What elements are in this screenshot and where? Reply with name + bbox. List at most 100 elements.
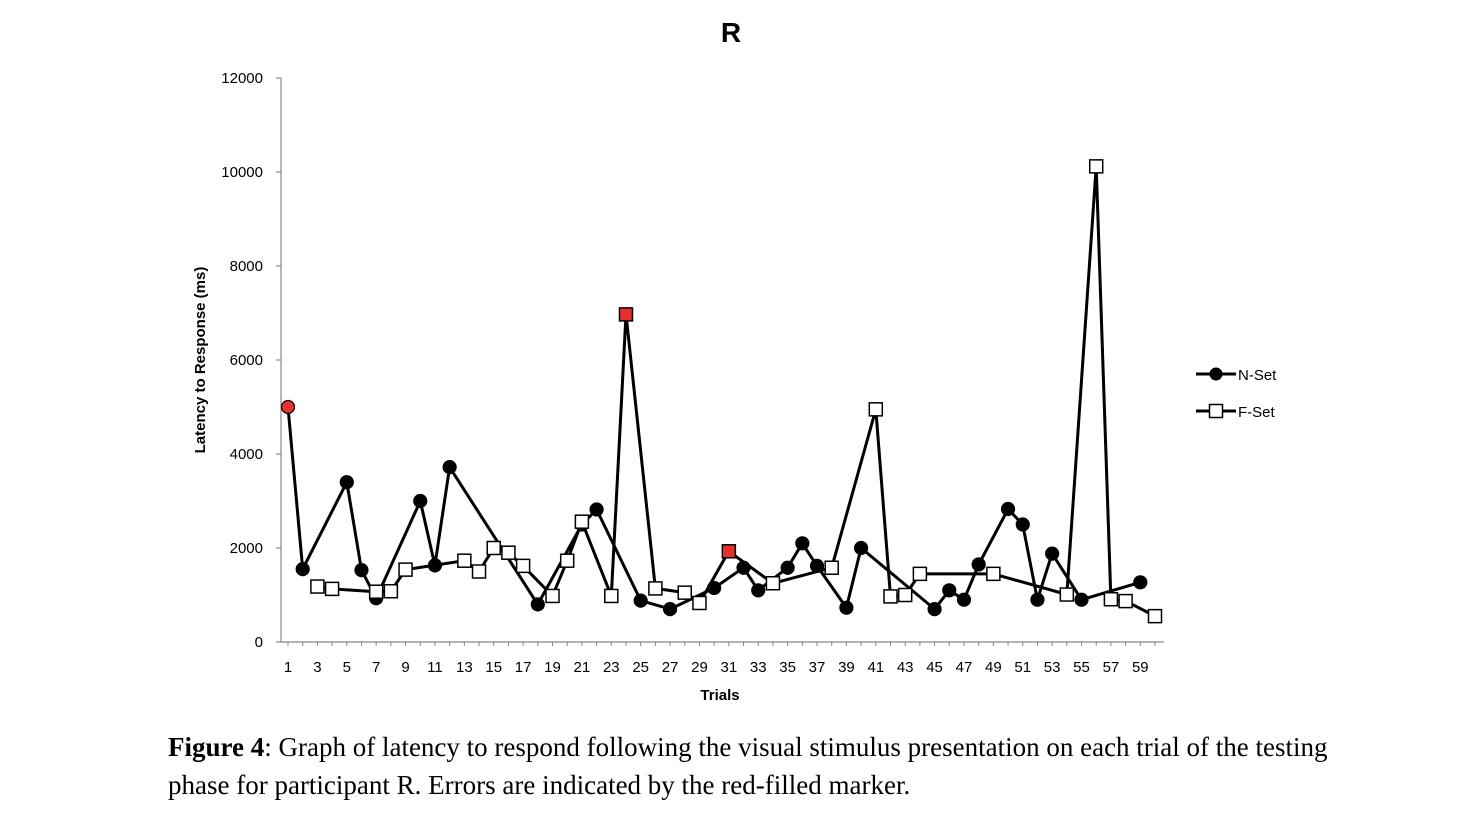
x-tick-label: 59 <box>1132 659 1149 676</box>
data-point <box>457 553 472 568</box>
y-tick-label: 2000 <box>230 540 263 557</box>
x-tick-label: 15 <box>485 659 502 676</box>
legend-item-f-set: F-Set <box>1196 403 1276 421</box>
data-point <box>780 560 795 575</box>
data-point <box>1074 592 1089 607</box>
data-point <box>383 583 399 599</box>
x-tick-label: 19 <box>544 659 561 676</box>
data-point <box>413 493 428 509</box>
x-tick-label: 7 <box>372 659 380 676</box>
data-point <box>1118 593 1133 609</box>
legend-marker <box>1209 367 1223 381</box>
legend: N-Set F-Set <box>1196 367 1277 421</box>
data-point <box>471 564 487 579</box>
data-point <box>530 597 545 612</box>
x-tick-label: 49 <box>985 659 1002 676</box>
data-point <box>1147 608 1163 624</box>
x-tick-label: 25 <box>632 659 649 676</box>
data-point <box>574 514 590 529</box>
y-tick-label: 4000 <box>230 446 263 463</box>
caption-label: Figure 4 <box>168 732 265 762</box>
data-point <box>324 581 340 597</box>
y-axis: 0 2000 4000 6000 8000 10000 12000 <box>221 70 282 651</box>
data-point <box>442 460 457 475</box>
y-tick-label: 8000 <box>230 258 263 275</box>
data-point <box>1059 587 1075 602</box>
data-point <box>854 540 869 556</box>
x-tick-label: 31 <box>721 659 738 676</box>
series-f-set <box>310 159 1163 624</box>
data-point <box>486 540 501 556</box>
x-tick-label: 29 <box>691 659 708 676</box>
x-tick-label: 43 <box>897 659 914 676</box>
data-point <box>883 589 898 604</box>
legend-label: N-Set <box>1238 367 1277 384</box>
x-tick-label: 57 <box>1103 659 1120 676</box>
data-point <box>354 562 369 578</box>
data-point <box>515 558 531 574</box>
data-point <box>604 588 619 604</box>
legend-label: F-Set <box>1238 404 1276 421</box>
x-tick-label: 35 <box>779 659 796 676</box>
data-point <box>1133 575 1148 590</box>
chart-title: R <box>721 17 741 48</box>
y-tick-label: 6000 <box>230 352 263 369</box>
x-tick-label: 37 <box>809 659 826 676</box>
error-point <box>721 544 737 559</box>
y-axis-title: Latency to Response (ms) <box>192 267 209 454</box>
x-tick-label: 1 <box>284 659 292 676</box>
data-point <box>1015 517 1030 532</box>
x-tick-label: 11 <box>427 659 443 676</box>
x-tick-label: 9 <box>401 659 409 676</box>
data-point <box>589 502 604 517</box>
x-tick-label: 41 <box>867 659 884 676</box>
y-tick-label: 0 <box>255 634 263 651</box>
data-point <box>633 593 648 608</box>
x-tick-label: 23 <box>603 659 620 676</box>
data-point <box>677 585 693 600</box>
caption-text: : Graph of latency to respond following … <box>168 732 1328 800</box>
x-tick-label: 51 <box>1014 659 1031 676</box>
x-tick-label: 27 <box>662 659 679 676</box>
data-point <box>398 562 413 577</box>
legend-item-n-set: N-Set <box>1196 367 1277 384</box>
x-tick-label: 17 <box>515 659 532 676</box>
data-point <box>1045 546 1060 561</box>
series-layer <box>280 159 1163 624</box>
legend-marker <box>1208 403 1224 419</box>
x-tick-label: 53 <box>1044 659 1061 676</box>
series-line-f-set <box>317 164 1156 618</box>
data-point <box>1088 159 1104 174</box>
data-point <box>824 560 839 575</box>
data-point <box>868 402 884 417</box>
error-point <box>618 307 634 322</box>
data-point <box>662 601 678 617</box>
x-tick-label: 45 <box>926 659 943 676</box>
data-point <box>295 562 310 577</box>
data-point <box>795 536 810 551</box>
data-point <box>897 587 913 603</box>
y-tick-label: 10000 <box>221 164 263 181</box>
data-point <box>956 592 972 607</box>
x-tick-label: 3 <box>313 659 321 676</box>
x-tick-label: 13 <box>456 659 473 676</box>
data-point <box>501 545 516 560</box>
data-point <box>927 601 942 617</box>
data-point <box>559 553 575 568</box>
x-tick-label: 55 <box>1073 659 1090 676</box>
data-point <box>912 566 928 582</box>
data-point <box>971 557 986 572</box>
data-point <box>765 576 781 591</box>
data-point <box>1000 501 1016 517</box>
data-point <box>648 581 663 596</box>
data-point <box>1030 592 1045 607</box>
data-point <box>942 583 957 598</box>
series-n-set <box>280 399 1148 617</box>
data-point <box>1103 591 1119 607</box>
x-axis-title: Trials <box>700 687 739 704</box>
error-point <box>280 399 296 415</box>
figure-caption: Figure 4: Graph of latency to respond fo… <box>168 728 1348 804</box>
x-tick-label: 33 <box>750 659 767 676</box>
data-point <box>692 595 707 611</box>
